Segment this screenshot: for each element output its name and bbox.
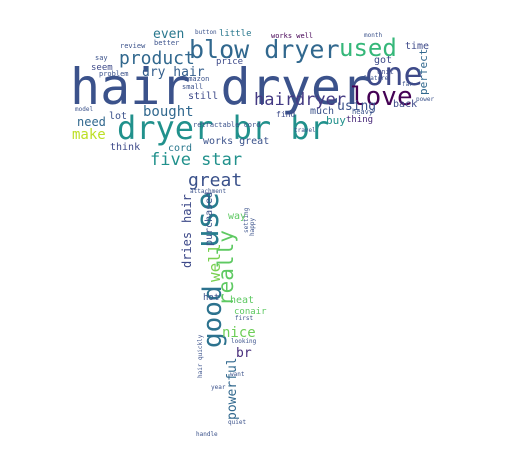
word-cord: cord — [168, 143, 193, 154]
word-way: way — [228, 211, 247, 222]
word-find: find — [276, 110, 296, 119]
word-model: model — [75, 106, 94, 113]
word-hot: hot — [203, 293, 220, 303]
word-nice: nice — [222, 325, 256, 341]
word-time: time — [405, 41, 430, 52]
word-little: little — [219, 29, 252, 39]
word-looking: looking — [231, 338, 257, 345]
word-retractable-cord: retractable cord — [193, 121, 261, 129]
word-want: want — [230, 371, 245, 378]
word-problem: problem — [99, 70, 129, 78]
word-dry-hair: dry hair — [142, 65, 205, 80]
word-dryer-br-br: dryer br br — [117, 109, 329, 147]
word-quiet: quiet — [228, 419, 247, 426]
word-heavy: heavy — [352, 108, 374, 116]
word-year: year — [211, 384, 226, 391]
word-bought: bought — [143, 104, 194, 120]
word-even: even — [153, 27, 185, 42]
word-five-star: five star — [150, 150, 243, 170]
word-hair-quickly: hair quickly — [197, 334, 204, 378]
word-happy: happy — [249, 217, 256, 236]
word-think: think — [110, 142, 141, 153]
word-amazon: amazon — [184, 75, 210, 83]
word-unit: unit — [377, 68, 394, 76]
word-perfect: perfect — [417, 48, 430, 95]
word-well: well — [205, 243, 224, 282]
word-one: one — [365, 55, 423, 93]
word-using: using — [337, 99, 377, 114]
word-attachment: attachment — [190, 188, 227, 195]
word-feature: feature — [363, 75, 389, 82]
word-conair: conair — [234, 307, 267, 317]
word-need: need — [77, 115, 106, 129]
word-thing: thing — [346, 115, 374, 125]
word-still: still — [188, 91, 219, 102]
word-got: got — [374, 55, 393, 66]
word-small: small — [182, 83, 204, 91]
word-love: love — [350, 82, 413, 112]
word-dries: dries — [180, 231, 194, 268]
word-month: month — [364, 32, 383, 39]
word-powerful: powerful — [225, 357, 240, 420]
word-far: far — [402, 81, 413, 88]
word-seem: seem — [91, 63, 113, 73]
word-price: price — [216, 57, 244, 67]
word-make: make — [72, 127, 106, 143]
word-product: product — [119, 48, 195, 69]
word-power: power — [416, 96, 435, 103]
word-hair-vertical: hair — [180, 194, 194, 223]
word-travel: travel — [294, 127, 316, 134]
word-works-well: works well — [271, 32, 314, 40]
word-first: first — [235, 315, 254, 322]
word-hair-dryer: hair dryer — [70, 58, 372, 116]
word-used: used — [339, 34, 397, 62]
word-works-great: works great — [203, 136, 270, 147]
word-say: say — [95, 54, 108, 62]
word-better: better — [154, 39, 180, 47]
word-review: review — [120, 42, 146, 50]
word-button: button — [195, 29, 217, 36]
word-heat: heat — [230, 295, 255, 306]
word-br: br — [236, 346, 252, 361]
word-blow-dryer: blow dryer — [189, 35, 340, 64]
word-handle: handle — [196, 431, 218, 438]
word-lot: lot — [109, 111, 128, 122]
word-purchased: purchased — [204, 191, 215, 246]
word-great: great — [188, 170, 243, 191]
word-buy: buy — [326, 114, 346, 127]
word-back: back — [393, 99, 418, 110]
word-hairdryer: hairdryer — [254, 90, 347, 110]
word-much: much — [310, 106, 335, 117]
